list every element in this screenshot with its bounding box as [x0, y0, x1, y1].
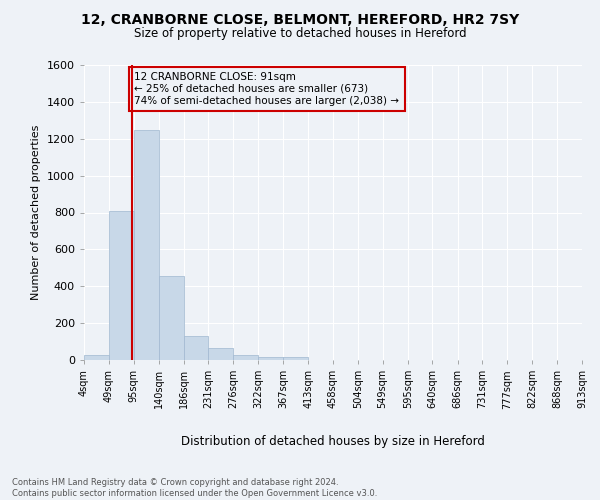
Bar	[109, 210, 134, 360]
Bar	[134, 130, 158, 360]
Text: 12, CRANBORNE CLOSE, BELMONT, HEREFORD, HR2 7SY: 12, CRANBORNE CLOSE, BELMONT, HEREFORD, …	[81, 12, 519, 26]
Y-axis label: Number of detached properties: Number of detached properties	[31, 125, 41, 300]
Text: Contains HM Land Registry data © Crown copyright and database right 2024.
Contai: Contains HM Land Registry data © Crown c…	[12, 478, 377, 498]
Text: Size of property relative to detached houses in Hereford: Size of property relative to detached ho…	[134, 28, 466, 40]
Bar	[184, 336, 208, 360]
Bar	[258, 357, 283, 360]
Bar	[283, 357, 308, 360]
Text: Distribution of detached houses by size in Hereford: Distribution of detached houses by size …	[181, 435, 485, 448]
Bar	[84, 356, 109, 360]
Bar	[233, 356, 258, 360]
Text: 12 CRANBORNE CLOSE: 91sqm
← 25% of detached houses are smaller (673)
74% of semi: 12 CRANBORNE CLOSE: 91sqm ← 25% of detac…	[134, 72, 400, 106]
Bar	[208, 348, 233, 360]
Bar	[158, 276, 184, 360]
